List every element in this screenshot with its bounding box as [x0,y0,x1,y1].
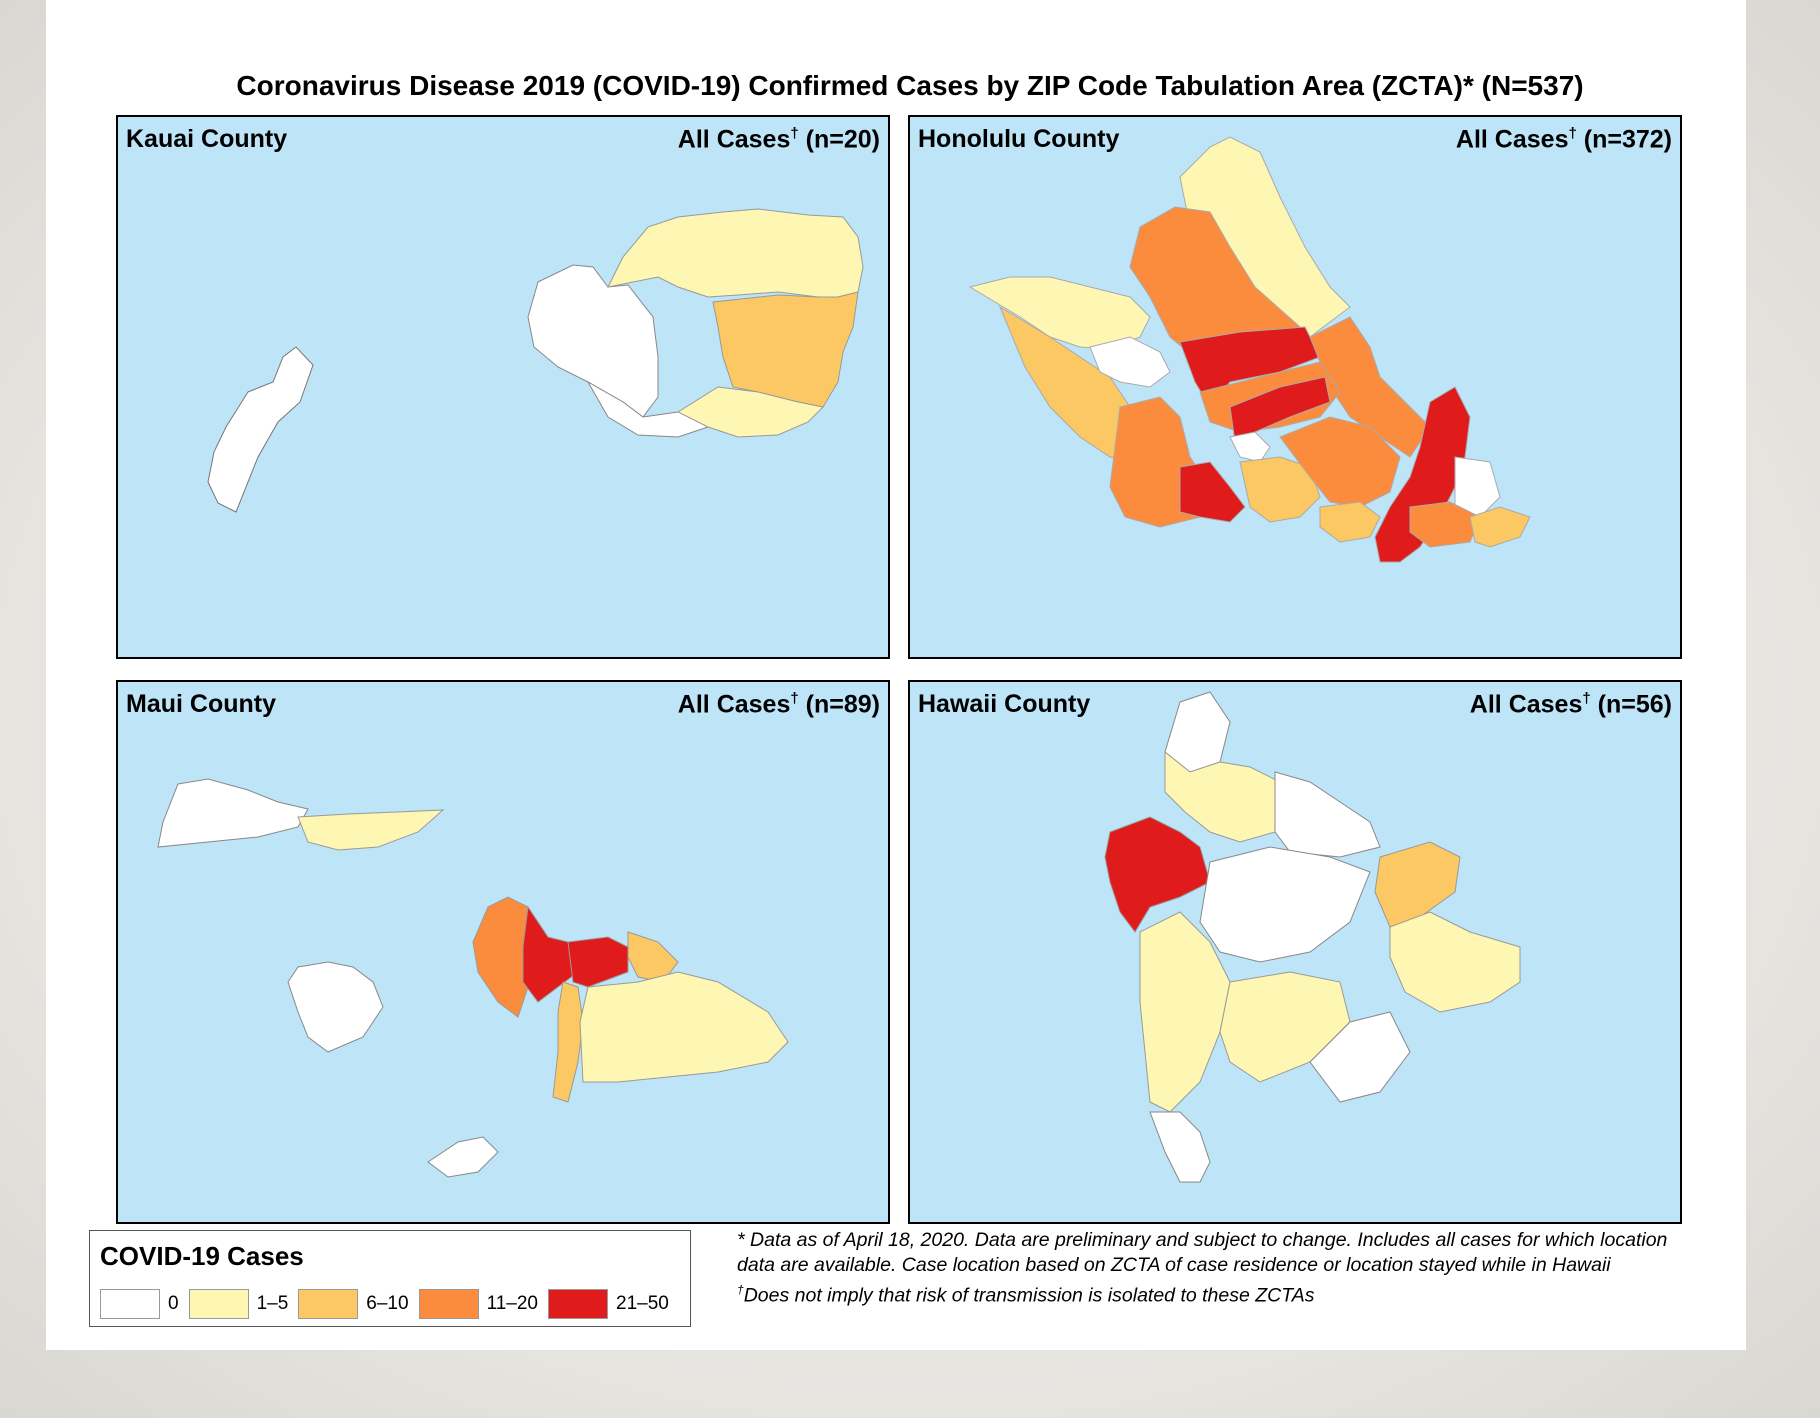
zcta-lahaina [472,896,529,1018]
zcta-kauai-east [712,291,859,408]
panel-case-count: All Cases† (n=56) [1469,690,1672,719]
zcta-kona [1104,816,1211,933]
panel-case-count: All Cases† (n=372) [1455,125,1672,154]
legend-bin: 11–20 [418,1289,538,1319]
zcta-hawaii-kai [1409,501,1481,548]
panel-title: Honolulu County [918,125,1120,153]
panel-title: Kauai County [126,125,288,153]
legend-label: 1–5 [256,1293,289,1314]
zcta-waimea [1164,750,1281,843]
zcta-kahului [567,936,629,988]
footnotes: * Data as of April 18, 2020. Data are pr… [737,1228,1697,1309]
zcta-molokai-west [157,778,309,848]
panel-case-count: All Cases† (n=89) [677,690,880,719]
zcta-portlock [1469,506,1531,548]
footnote-star: * Data as of April 18, 2020. Data are pr… [737,1229,1668,1276]
legend-label: 21–50 [616,1293,669,1314]
legend-swatch [548,1289,608,1319]
zcta-south-kona [1139,911,1231,1113]
panel-honolulu: Honolulu County All Cases† (n=372) [908,115,1682,659]
zcta-kalihi [1279,416,1401,508]
footnote-dagger: †Does not imply that risk of transmissio… [737,1283,1315,1307]
zcta-kapolei [1179,461,1246,523]
zcta-pearl-harbor [1229,431,1271,463]
zcta-central [1199,846,1371,963]
zcta-salt-lake [1239,456,1321,523]
panel-kauai: Kauai County All Cases† (n=20) [116,115,890,659]
zcta-kaanapali [522,905,579,1003]
honolulu-map [968,136,1531,563]
legend-bin: 1–5 [188,1289,289,1319]
legend-bins: 0 1–5 6–10 11–20 21–50 [100,1289,679,1319]
map-title: Coronavirus Disease 2019 (COVID-19) Conf… [236,70,1584,101]
panel-title: Hawaii County [918,690,1091,718]
legend-label: 6–10 [366,1293,409,1314]
zcta-waimanalo [1454,456,1501,518]
zcta-hamakua [1274,771,1381,858]
legend-bin: 21–50 [548,1289,669,1319]
panel-hawaii: Hawaii County All Cases† (n=56) [908,680,1682,1224]
zcta-kau-east [1309,1011,1411,1103]
panel-case-count: All Cases† (n=20) [677,125,880,154]
zcta-kau [1149,1111,1211,1183]
panel-maui: Maui County All Cases† (n=89) [116,680,890,1224]
zcta-puna [1389,911,1521,1013]
zcta-makiki [1319,501,1381,543]
zcta-kauai-west [527,264,659,418]
legend-swatch [188,1289,249,1319]
zcta-kauai-south [676,386,825,438]
legend: COVID-19 Cases 0 1–5 6–10 11–20 21–50 [89,1230,691,1327]
zcta-east-maui [579,971,789,1083]
hawaii-map [1104,691,1521,1183]
legend-swatch [100,1289,160,1319]
zcta-waianae-north [968,276,1151,350]
zcta-schofield [1089,336,1171,388]
legend-swatch [298,1289,359,1319]
legend-bin: 0 [100,1289,179,1319]
zcta-kauai-north [607,208,864,298]
zcta-hilo [1374,841,1461,928]
legend-title: COVID-19 Cases [100,1241,304,1271]
kauai-map [207,208,864,513]
zcta-kahoolawe [427,1136,499,1178]
legend-bin: 6–10 [298,1289,409,1319]
zcta-kailua [1374,386,1471,563]
zcta-kihei [552,981,584,1103]
zcta-niihau [207,346,314,513]
maui-map [157,778,789,1178]
legend-swatch [418,1289,479,1319]
legend-label: 11–20 [486,1293,538,1314]
legend-label: 0 [168,1293,179,1314]
zcta-molokai-east [297,809,445,851]
panel-title: Maui County [126,690,276,718]
zcta-lanai [287,961,384,1053]
